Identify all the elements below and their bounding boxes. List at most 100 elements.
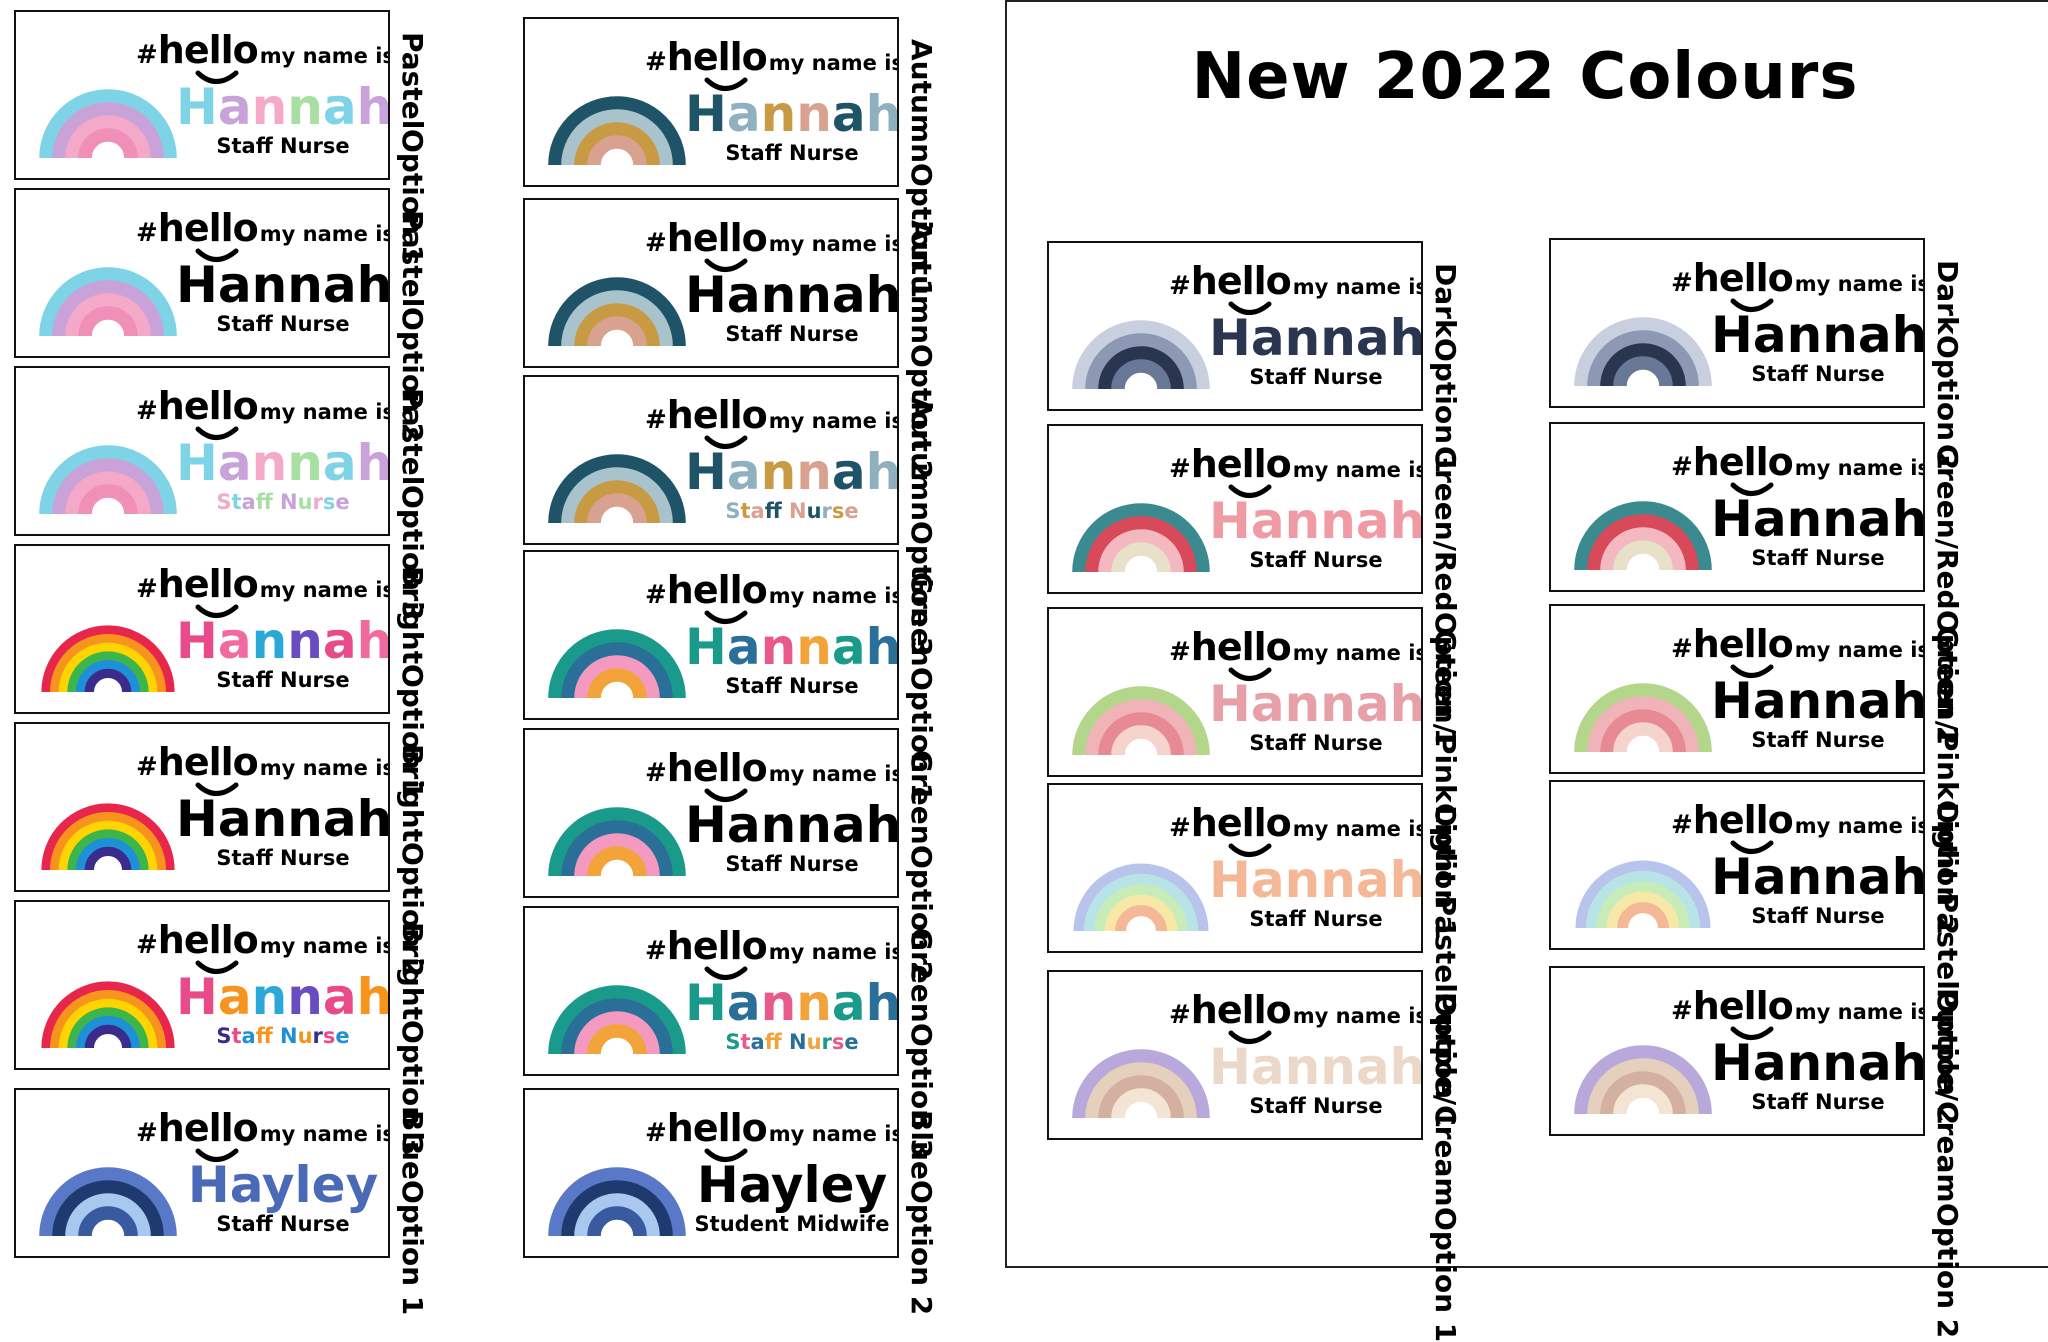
- role-letter: i: [858, 1212, 867, 1236]
- role-letter: N: [280, 1024, 298, 1048]
- name-letter: n: [1822, 672, 1858, 730]
- badge-role: Staff Nurse: [685, 852, 897, 876]
- name-letter: n: [1822, 490, 1858, 548]
- name-badge-lightpastel-1[interactable]: #hellomy name is...HannahStaff Nurse: [1047, 783, 1423, 953]
- badge-name: Hayley: [685, 1156, 897, 1214]
- role-letter: s: [322, 1212, 336, 1236]
- rainbow-arc: [41, 803, 175, 871]
- style-label: Green: [905, 750, 938, 845]
- role-letter: f: [255, 1024, 273, 1048]
- smile-icon: [1228, 484, 1272, 498]
- badge-role: Staff Nurse: [685, 1030, 897, 1054]
- badge-caption: DarkOption 1: [1423, 263, 1467, 473]
- name-badge-green-1[interactable]: #hellomy name is...HannahStaff Nurse: [523, 550, 899, 720]
- name-letter: a: [217, 968, 252, 1026]
- name-badge-autumn-3[interactable]: #hellomy name is...HannahStaff Nurse: [523, 375, 899, 545]
- name-badge-green-3[interactable]: #hellomy name is...HannahStaff Nurse: [523, 906, 899, 1076]
- role-letter: s: [322, 490, 336, 514]
- hello-word: hello: [1190, 259, 1292, 303]
- name-badge-greenred-2[interactable]: #hellomy name is...HannahStaff Nurse: [1549, 422, 1925, 592]
- rainbow-arc: [1600, 343, 1686, 387]
- rainbow-icon: [548, 96, 686, 166]
- hash-symbol: #: [645, 580, 667, 610]
- role-letter: N: [1815, 546, 1833, 570]
- smile-icon: [195, 426, 239, 440]
- hash-symbol: #: [645, 228, 667, 258]
- name-badge-bright-1[interactable]: #hellomy name is...HannahStaff Nurse: [14, 544, 390, 714]
- my-name-is-text: my name is...: [1292, 641, 1421, 665]
- panel-divider: [1005, 0, 1007, 1268]
- role-letter: t: [231, 1212, 242, 1236]
- name-letter: H: [1209, 675, 1251, 733]
- name-badge-autumn-2[interactable]: #hellomy name is...HannahStaff Nurse: [523, 198, 899, 368]
- option-label: Option 1: [1429, 337, 1462, 473]
- name-badge-dark-2[interactable]: #hellomy name is...HannahStaff Nurse: [1549, 238, 1925, 408]
- rainbow-arc: [574, 1193, 660, 1237]
- rainbow-icon: [1073, 863, 1209, 932]
- name-letter: a: [1355, 492, 1390, 550]
- rainbow-arc: [52, 1180, 164, 1237]
- name-badge-pastel-3[interactable]: #hellomy name is...HannahStaff Nurse: [14, 366, 390, 536]
- role-letter: [1306, 907, 1313, 931]
- name-letter: H: [685, 443, 727, 501]
- name-letter: H: [685, 618, 727, 676]
- hello-heading: #hellomy name is...: [1671, 984, 1923, 1028]
- badge-name: Hannah: [1209, 675, 1421, 733]
- my-name-is-text: my name is...: [768, 409, 897, 433]
- hash-symbol: #: [1671, 634, 1693, 664]
- role-letter: S: [1751, 1090, 1767, 1114]
- role-letter: e: [1870, 904, 1885, 928]
- name-badge-dark-1[interactable]: #hellomy name is...HannahStaff Nurse: [1047, 241, 1423, 411]
- name-badge-greenpink-2[interactable]: #hellomy name is...HannahStaff Nurse: [1549, 604, 1925, 774]
- smile-icon: [1228, 301, 1272, 315]
- hello-heading: #hellomy name is...: [136, 206, 388, 250]
- my-name-is-text: my name is...: [768, 232, 897, 256]
- rainbow-arc: [1587, 696, 1699, 753]
- name-letter: a: [831, 796, 866, 854]
- name-badge-greenred-1[interactable]: #hellomy name is...HannahStaff Nurse: [1047, 424, 1423, 594]
- name-badge-pastel-1[interactable]: #hellomy name is...HannahStaff Nurse: [14, 10, 390, 180]
- badge-name: Hannah: [176, 612, 388, 670]
- rainbow-arc: [39, 445, 177, 515]
- name-badge-greenpink-1[interactable]: #hellomy name is...HannahStaff Nurse: [1047, 607, 1423, 777]
- role-letter: u: [1330, 907, 1346, 931]
- role-letter: s: [831, 852, 845, 876]
- role-letter: s: [831, 322, 845, 346]
- role-letter: e: [335, 846, 350, 870]
- rainbow-arc: [1574, 1045, 1712, 1115]
- name-badge-purplecream-2[interactable]: #hellomy name is...HannahStaff Nurse: [1549, 966, 1925, 1136]
- rainbow-icon: [548, 454, 686, 524]
- role-letter: u: [806, 322, 822, 346]
- name-badge-bright-2[interactable]: #hellomy name is...HannahStaff Nurse: [14, 722, 390, 892]
- role-letter: N: [280, 312, 298, 336]
- name-letter: h: [1891, 672, 1925, 730]
- name-badge-green-2[interactable]: #hellomy name is...HannahStaff Nurse: [523, 728, 899, 898]
- name-letter: h: [1891, 490, 1925, 548]
- badge-name: Hannah: [1209, 492, 1421, 550]
- rainbow-arc: [1098, 1075, 1184, 1119]
- role-letter: S: [216, 490, 232, 514]
- rainbow-icon: [548, 985, 686, 1055]
- rainbow-arc: [548, 454, 686, 524]
- new-colours-panel: [1005, 0, 2048, 1268]
- name-letter: a: [1752, 306, 1787, 364]
- role-letter: S: [725, 852, 741, 876]
- name-badge-blue-1[interactable]: #hellomy name is...HayleyStaff Nurse: [14, 1088, 390, 1258]
- name-badge-lightpastel-2[interactable]: #hellomy name is...HannahStaff Nurse: [1549, 780, 1925, 950]
- name-badge-pastel-2[interactable]: #hellomy name is...HannahStaff Nurse: [14, 188, 390, 358]
- my-name-is-text: my name is...: [768, 51, 897, 75]
- name-badge-bright-3[interactable]: #hellomy name is...HannahStaff Nurse: [14, 900, 390, 1070]
- name-badge-autumn-1[interactable]: #hellomy name is...HannahStaff Nurse: [523, 17, 899, 187]
- role-letter: [782, 674, 789, 698]
- option-label: Option 2: [396, 842, 429, 978]
- hello-heading: #hellomy name is...: [645, 924, 897, 968]
- name-badge-purplecream-1[interactable]: #hellomy name is...HannahStaff Nurse: [1047, 970, 1423, 1140]
- role-letter: u: [1832, 362, 1848, 386]
- badge-caption: AutumnOption 1: [899, 39, 943, 298]
- role-letter: s: [1355, 1094, 1369, 1118]
- role-letter: [782, 1030, 789, 1054]
- rainbow-arc: [1587, 330, 1699, 387]
- role-letter: a: [750, 674, 765, 698]
- badge-caption: GreenOption 1: [899, 572, 943, 802]
